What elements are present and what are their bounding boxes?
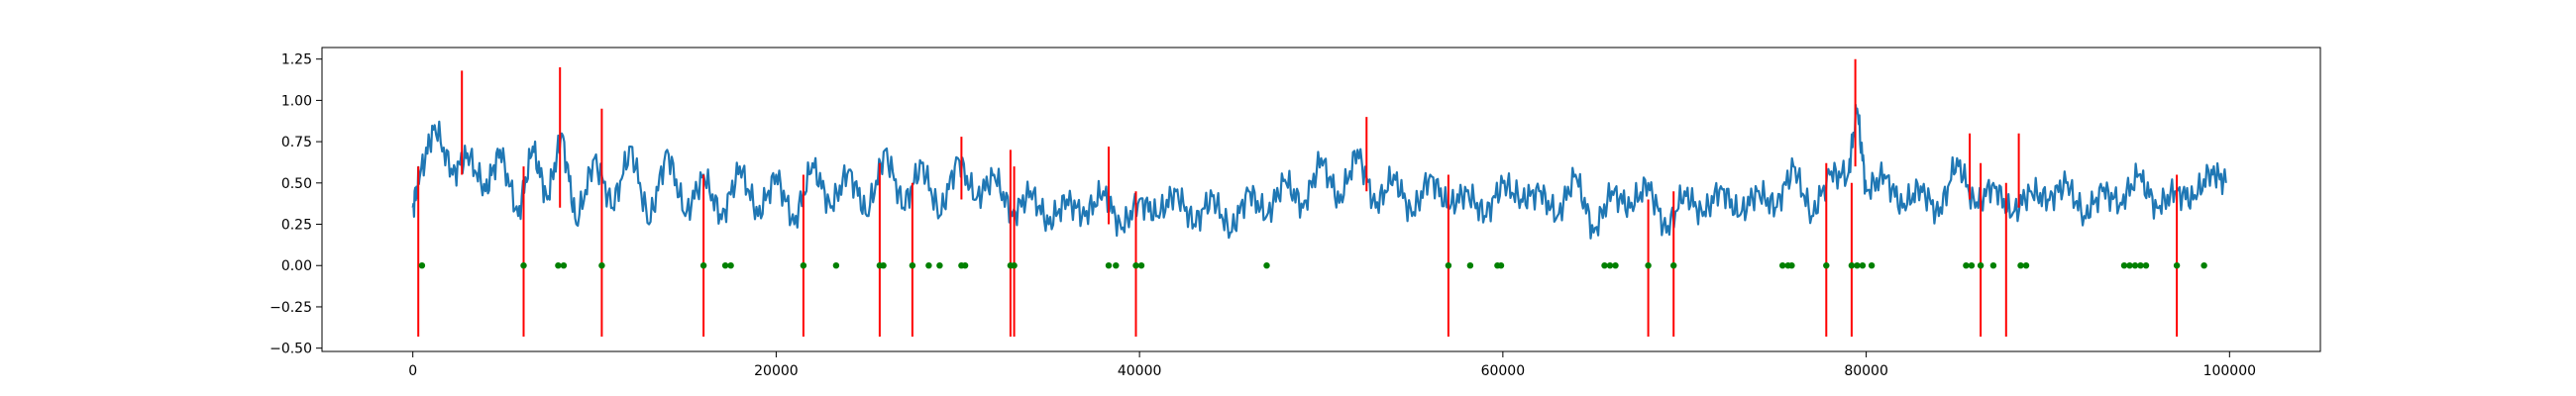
marker-point: [1606, 262, 1614, 269]
x-tick-label: 40000: [1118, 363, 1162, 379]
marker-point: [832, 262, 840, 269]
marker-point: [1859, 262, 1867, 269]
x-axis: 0 20000 40000 60000 80000 100000: [408, 351, 2256, 379]
axes-frame: [321, 47, 2321, 352]
x-tick-label: 80000: [1844, 363, 1888, 379]
y-tick-label: −0.50: [269, 342, 312, 357]
marker-point: [1848, 262, 1856, 269]
marker-point: [2022, 262, 2030, 269]
marker-point: [699, 262, 707, 269]
marker-point: [2200, 262, 2207, 269]
marker-point: [1868, 262, 1876, 269]
marker-point: [2131, 262, 2139, 269]
y-tick-label: 0.75: [281, 135, 312, 150]
marker-point: [1263, 262, 1270, 269]
marker-point: [2120, 262, 2128, 269]
y-axis: −0.50 −0.25 0.00 0.25 0.50 0.75 1.00 1.25: [269, 52, 322, 357]
marker-point: [560, 262, 568, 269]
marker-point: [1132, 262, 1139, 269]
y-tick-label: 0.50: [281, 176, 312, 192]
x-tick-label: 20000: [754, 363, 799, 379]
marker-point: [1854, 262, 1861, 269]
marker-point: [2126, 262, 2133, 269]
marker-point: [1497, 262, 1505, 269]
marker-point: [1011, 262, 1018, 269]
marker-point: [1788, 262, 1795, 269]
marker-point: [880, 262, 887, 269]
marker-point: [2017, 262, 2024, 269]
marker-point: [2137, 262, 2144, 269]
x-tick-label: 0: [408, 363, 417, 379]
marker-point: [1989, 262, 1997, 269]
marker-point: [1977, 262, 1985, 269]
marker-point: [598, 262, 605, 269]
marker-point: [418, 262, 426, 269]
x-tick-label: 100000: [2203, 363, 2256, 379]
marker-point: [800, 262, 807, 269]
marker-point: [1612, 262, 1619, 269]
marker-point: [721, 262, 729, 269]
marker-point: [1963, 262, 1970, 269]
y-tick-label: 0.00: [281, 258, 312, 274]
marker-point: [1466, 262, 1474, 269]
marker-point: [925, 262, 932, 269]
marker-point: [727, 262, 734, 269]
y-tick-label: 1.00: [281, 93, 312, 109]
marker-point: [2142, 262, 2150, 269]
y-tick-label: −0.25: [269, 300, 312, 316]
y-tick-label: 0.25: [281, 218, 312, 234]
marker-point: [909, 262, 916, 269]
plot-area: [411, 58, 2227, 337]
marker-point: [1137, 262, 1145, 269]
marker-point: [555, 262, 562, 269]
marker-point: [2173, 262, 2181, 269]
marker-point: [520, 262, 527, 269]
marker-point: [1113, 262, 1120, 269]
marker-point: [1968, 262, 1976, 269]
marker-point: [1645, 262, 1652, 269]
marker-point: [1445, 262, 1452, 269]
signal-line: [411, 103, 2227, 240]
y-tick-label: 1.25: [281, 52, 312, 68]
marker-point: [1779, 262, 1786, 269]
marker-point: [1670, 262, 1677, 269]
x-tick-label: 60000: [1481, 363, 1526, 379]
marker-point: [1601, 262, 1608, 269]
marker-point: [1823, 262, 1830, 269]
marker-point: [961, 262, 969, 269]
marker-point: [1105, 262, 1113, 269]
marker-point: [936, 262, 943, 269]
